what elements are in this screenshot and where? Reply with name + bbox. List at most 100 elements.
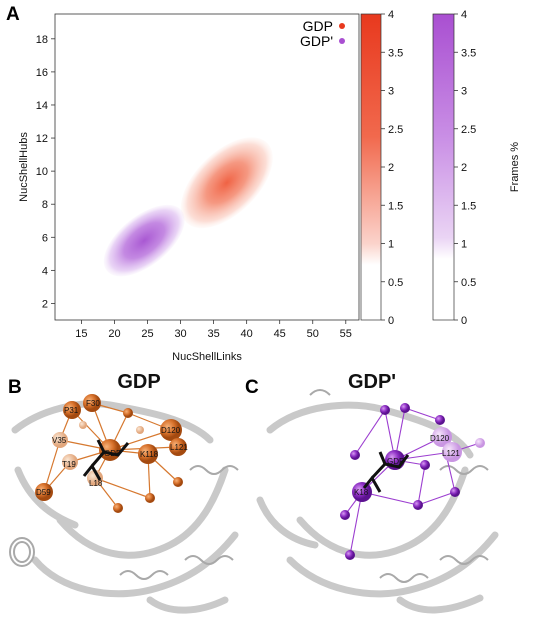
y-tick-label: 4 [42, 265, 48, 277]
x-tick-label: 30 [174, 328, 186, 340]
protein-helices-b [9, 465, 239, 580]
residue-label: D120 [161, 426, 181, 435]
colorbar-tick-label: 3 [388, 86, 394, 98]
residue-label: P31 [64, 406, 79, 415]
legend: GDP GDP' [300, 18, 345, 49]
colorbar-gdp-ramp [360, 13, 382, 321]
x-tick-label: 45 [274, 328, 286, 340]
x-ticks: 15 20 25 30 35 40 45 50 55 [75, 320, 352, 340]
protein-helices-c [309, 389, 489, 583]
colorbar-tick-label: 4 [388, 9, 394, 21]
structure-b-title: GDP [117, 371, 160, 393]
network-nodes-b [35, 394, 187, 513]
residue-label: T19 [62, 460, 76, 469]
colorbar-tick-label: 3.5 [388, 47, 403, 59]
x-tick-label: 50 [307, 328, 319, 340]
residue-label: D120 [430, 434, 450, 443]
legend-label-gdp: GDP [303, 18, 333, 34]
structure-panel-c: GDP' [256, 371, 499, 614]
panel-label-a: A [6, 4, 20, 25]
colorbar-tick-label: 2.5 [461, 124, 476, 136]
x-tick-label: 40 [241, 328, 253, 340]
colorbar-tick-label: 1.5 [461, 200, 476, 212]
density-plot: 15 20 25 30 35 40 45 50 55 2 4 6 8 10 12 14 16 18 NucShe… [18, 13, 360, 363]
x-tick-label: 15 [75, 328, 87, 340]
colorbar-gdp-prime-ramp [432, 13, 455, 321]
y-tick-label: 2 [42, 298, 48, 310]
structure-c-title: GDP' [348, 371, 396, 393]
legend-marker-gdp [339, 23, 345, 29]
residue-label: L121 [170, 443, 188, 452]
node-small [136, 426, 144, 434]
legend-label-gdp-prime: GDP' [300, 33, 333, 49]
colorbar-tick-label: 0 [461, 315, 467, 327]
node-small [413, 500, 423, 510]
colorbar-tick-label: 0.5 [461, 277, 476, 289]
y-axis-label: NucShellHubs [18, 132, 30, 202]
ligand-label-c: GDP [387, 457, 404, 466]
node-p31 [63, 401, 81, 419]
node-small [350, 450, 360, 460]
density-gdp-prime [103, 204, 185, 277]
residue-label: K118 [140, 450, 159, 459]
residue-label: L121 [442, 449, 460, 458]
node-f30 [83, 394, 101, 412]
node-small [450, 487, 460, 497]
node-t19 [62, 454, 78, 470]
residue-labels-b: F30 P31 V35 T19 L18 D59 D120 L121 K118 G… [36, 399, 188, 497]
node-v35 [52, 432, 68, 448]
colorbar-tick-label: 1 [461, 239, 467, 251]
colorbar-gdp: 0 0.5 1 1.5 2 2.5 3 3.5 4 [360, 9, 403, 327]
colorbar-label: Frames % [509, 142, 521, 192]
colorbar-tick-label: 1.5 [388, 200, 403, 212]
node-l121 [442, 442, 462, 462]
residue-label: D59 [36, 488, 51, 497]
residue-label: K18 [354, 488, 369, 497]
y-tick-label: 6 [42, 232, 48, 244]
node-small [380, 405, 390, 415]
y-tick-label: 10 [36, 166, 48, 178]
residue-label: L18 [89, 479, 103, 488]
colorbar-gdp-ticks: 0 0.5 1 1.5 2 2.5 3 3.5 4 [381, 9, 403, 327]
x-tick-label: 20 [108, 328, 120, 340]
node-small [340, 510, 350, 520]
colorbar-tick-label: 3.5 [461, 47, 476, 59]
node-small [435, 415, 445, 425]
y-tick-label: 12 [36, 133, 48, 145]
y-tick-label: 14 [36, 100, 48, 112]
colorbar-tick-label: 3 [461, 86, 467, 98]
x-tick-label: 25 [141, 328, 153, 340]
node-d120 [432, 427, 452, 447]
node-l18 [87, 470, 103, 486]
node-k118 [138, 444, 158, 464]
ligand-b [82, 439, 130, 481]
panel-label-b: B [8, 377, 22, 398]
colorbar-tick-label: 1 [388, 239, 394, 251]
node-small [123, 408, 133, 418]
x-tick-label: 55 [340, 328, 352, 340]
node-d120 [160, 419, 182, 441]
node-k18 [352, 482, 372, 502]
colorbar-gdp-prime-ticks: 0 0.5 1 1.5 2 2.5 3 3.5 4 [454, 9, 476, 327]
ligand-label-b: GDP [104, 449, 121, 458]
colorbar-gdp-prime: 0 0.5 1 1.5 2 2.5 3 3.5 4 Frames % [432, 9, 521, 327]
node-small [345, 550, 355, 560]
node-small [475, 438, 485, 448]
density-layer [103, 137, 273, 277]
colorbar-tick-label: 0 [388, 315, 394, 327]
residue-labels-c: D120 L121 K18 GDP [354, 434, 460, 497]
structure-panel-b: GDP [9, 371, 239, 614]
node-small [420, 460, 430, 470]
y-tick-label: 18 [36, 34, 48, 46]
protein-cartoon-c [256, 401, 499, 614]
node-small [79, 421, 87, 429]
y-tick-label: 8 [42, 199, 48, 211]
colorbar-tick-label: 2 [388, 162, 394, 174]
residue-label: F30 [86, 399, 100, 408]
colorbar-tick-label: 2 [461, 162, 467, 174]
ligand-c [362, 451, 410, 493]
node-small [400, 403, 410, 413]
node-small [113, 503, 123, 513]
density-gdp [180, 137, 273, 229]
x-axis-label: NucShellLinks [172, 351, 242, 363]
